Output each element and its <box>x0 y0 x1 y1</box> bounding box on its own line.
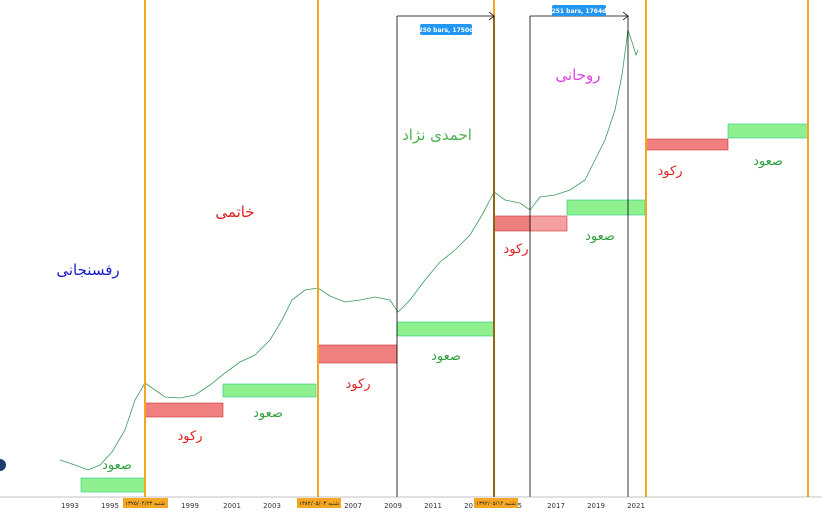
measure-lines <box>396 11 629 497</box>
phase-label: صعود <box>102 458 132 473</box>
date-badge-label: شنبه ۱۳۹۲/۰۵/۱۲ <box>476 501 516 507</box>
logo <box>0 459 6 471</box>
x-tick-label: 2017 <box>547 502 565 510</box>
president-label: رفسنجانی <box>56 261 119 279</box>
phase-label: رکود <box>178 429 203 444</box>
measure-box <box>552 5 606 16</box>
president-label: خاتمی <box>215 203 254 221</box>
x-axis-labels: 1993199519992001200320072009201120132015… <box>61 502 645 510</box>
x-tick-label: 2021 <box>627 502 645 510</box>
x-tick-label: 2001 <box>223 502 241 510</box>
x-tick-label: 2007 <box>344 502 362 510</box>
date-badge-label: شنبه ۱۳۸۴/۰۵/۰۳ <box>299 501 339 507</box>
x-tick-label: 1999 <box>181 502 199 510</box>
phase-label: صعود <box>253 406 283 421</box>
date-badge <box>474 498 518 508</box>
orange-lines <box>144 0 809 497</box>
x-tick-label: 2003 <box>263 502 281 510</box>
measure-box <box>420 24 472 35</box>
price-line <box>59 29 639 471</box>
x-tick-label: 1993 <box>61 502 79 510</box>
date-badge <box>123 498 168 508</box>
x-tick-label: 2011 <box>424 502 442 510</box>
president-label: احمدی نژاد <box>402 126 472 144</box>
x-tick-label: 1995 <box>101 502 119 510</box>
phase-boxes <box>80 123 809 493</box>
date-badge-label: شنبه ۱۳۷۵/۰۴/۲۳ <box>125 501 165 507</box>
x-tick-label: 2009 <box>384 502 402 510</box>
phase-label: صعود <box>431 349 461 364</box>
phase-label: صعود <box>585 229 615 244</box>
measure-label: 251 bars, 1764d <box>552 8 607 15</box>
phase-label: صعود <box>753 154 783 169</box>
president-label: روحانی <box>555 66 600 84</box>
x-tick-label: 2013 <box>464 502 482 510</box>
measure-label: 250 bars, 1750d <box>419 27 474 34</box>
phase-label: رکود <box>504 242 529 257</box>
phase-label: رکود <box>346 377 371 392</box>
date-badge <box>297 498 341 508</box>
phase-label: رکود <box>658 164 683 179</box>
x-tick-label: 2019 <box>587 502 605 510</box>
